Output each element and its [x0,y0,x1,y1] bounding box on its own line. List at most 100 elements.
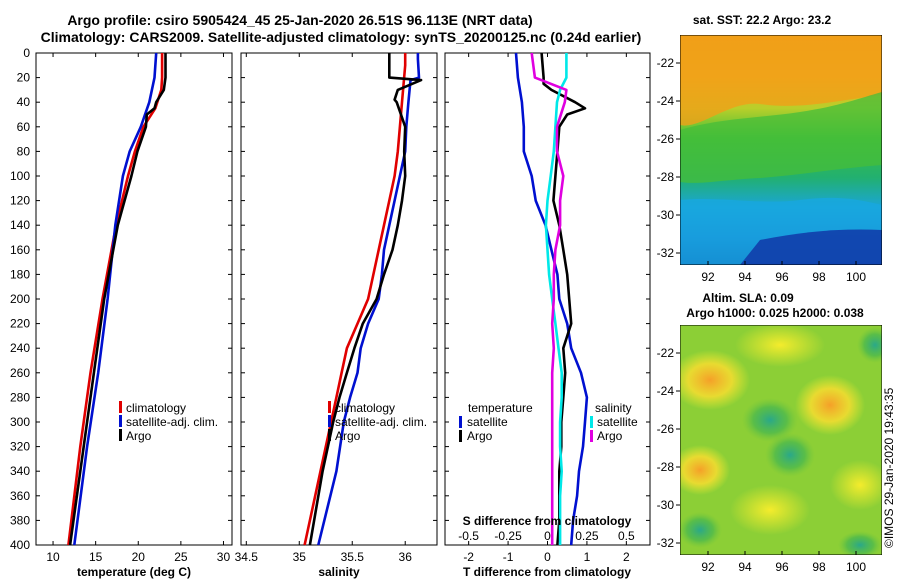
legend-swatch-argo [119,429,122,441]
salinity-x-label: salinity [318,565,360,579]
salinity-tick-label: 35.5 [341,550,365,564]
sla-blob [857,327,882,363]
temperature-x-ticks: 10 15 20 25 30 [46,53,230,564]
map-x-tick-label: 96 [775,270,789,284]
s-diff-tick-label: -0.25 [494,529,522,543]
legend-label-s-satellite: satellite [597,415,638,429]
map-y-tick-label: -28 [657,170,675,184]
s-diff-tick-label: 0.5 [618,529,635,543]
legend-swatch-t-satellite [459,416,462,428]
sst-axes: 92 94 96 98 100 -22 -24 -26 -28 -30 -32 [657,56,867,284]
legend-label-satellite: satellite-adj. clim. [126,415,218,429]
salinity-x-ticks: 34.5 35 35.5 36 [235,53,413,564]
series-line-climatology [67,53,164,546]
sst-deep-blue [740,229,882,265]
depth-tick-label: 260 [10,366,30,380]
legend-swatch-satellite [119,415,122,427]
temperature-lines [67,52,167,546]
depth-tick-label: 240 [10,341,30,355]
legend-label-t-satellite: satellite [467,415,508,429]
sst-warm-tongue [680,35,882,126]
depth-tick-label: 380 [10,513,30,527]
sla-blob [680,445,730,495]
temperature-legend: climatology satellite-adj. clim. Argo [119,401,218,443]
t-diff-x-label: T difference from climatology [463,565,631,579]
legend-swatch-s-argo [590,430,593,442]
legend-label-climatology: climatology [126,401,186,415]
sla-blob [765,433,815,477]
series-line-satellite-adj-clim- [73,52,158,546]
depth-tick-label: 120 [10,194,30,208]
t-diff-tick-label: 1 [584,550,591,564]
depth-tick-label: 140 [10,218,30,232]
series-line-climatology [303,53,407,546]
sla-map-subtitle: Argo h1000: 0.025 h2000: 0.038 [686,306,864,320]
temperature-tick-label: 10 [46,550,60,564]
sla-blob [730,485,810,535]
map-x-tick-label: 98 [812,560,826,574]
depth-tick-label: 280 [10,390,30,404]
depth-tick-label: 220 [10,317,30,331]
sla-blob [735,325,825,367]
s-diff-tick-label: 0.25 [575,529,599,543]
depth-tick-label: 360 [10,489,30,503]
sla-blob [680,350,750,410]
salinity-tick-label: 36 [399,550,413,564]
difference-legend: temperature satellite Argo salinity sate… [459,401,638,443]
t-diff-tick-label: 0 [544,550,551,564]
series-line-argo [308,53,423,546]
legend-label-climatology: climatology [335,401,395,415]
map-y-tick-label: -32 [657,246,675,260]
s-diff-tick-label: -0.5 [458,529,479,543]
map-x-tick-label: 92 [701,560,715,574]
depth-tick-label: 300 [10,415,30,429]
title-line-2: Climatology: CARS2009. Satellite-adjuste… [41,29,642,45]
map-y-tick-label: -28 [657,460,675,474]
map-y-tick-label: -26 [657,422,675,436]
map-y-tick-label: -22 [657,56,675,70]
temperature-tick-label: 30 [217,550,231,564]
legend-swatch-t-argo [459,430,462,442]
t-diff-tick-label: -1 [503,550,514,564]
credit-stamp: ©IMOS 29-Jan-2020 19:43:35 [882,387,896,548]
depth-tick-label: 80 [17,144,31,158]
depth-tick-label: 320 [10,440,30,454]
series-line-s-argo [530,52,568,545]
t-diff-x-ticks: -2 -1 0 1 2 [463,53,630,564]
map-x-tick-label: 94 [738,560,752,574]
difference-lines [514,52,589,546]
legend-swatch-argo [328,429,331,441]
salinity-tick-label: 34.5 [235,550,259,564]
temperature-panel [35,52,233,546]
difference-panel [444,52,651,546]
temperature-x-label: temperature (deg C) [77,565,191,579]
legend-swatch-s-satellite [590,416,593,428]
depth-tick-label: 40 [17,95,31,109]
depth-tick-label: 400 [10,538,30,552]
s-diff-x-ticks: -0.5 -0.25 0 0.25 0.5 [458,529,635,543]
legend-label-argo: Argo [126,429,152,443]
temperature-tick-label: 20 [132,550,146,564]
map-y-tick-label: -32 [657,536,675,550]
legend-label-argo: Argo [335,429,361,443]
series-line-t-satellite [514,52,589,546]
sst-heatmap [680,35,882,265]
depth-axis: 0 20 40 60 80 100 120 140 160 180 200 220 240 260 280 3… [10,46,650,552]
sla-blob [830,460,882,510]
legend-swatch-satellite [328,415,331,427]
depth-tick-label: 100 [10,169,30,183]
series-line-s-satellite [544,53,568,545]
s-diff-tick-label: 0 [544,529,551,543]
sst-green-band [680,92,882,183]
depth-tick-label: 200 [10,292,30,306]
sla-blob [742,398,798,442]
map-x-tick-label: 100 [846,270,866,284]
series-line-argo [68,53,167,546]
sla-blob [838,531,882,555]
sst-map-title: sat. SST: 22.2 Argo: 23.2 [693,13,832,27]
salinity-legend: climatology satellite-adj. clim. Argo [328,401,427,443]
salinity-lines [303,53,423,546]
depth-tick-label: 60 [17,120,31,134]
legend-label-s-argo: Argo [597,429,623,443]
